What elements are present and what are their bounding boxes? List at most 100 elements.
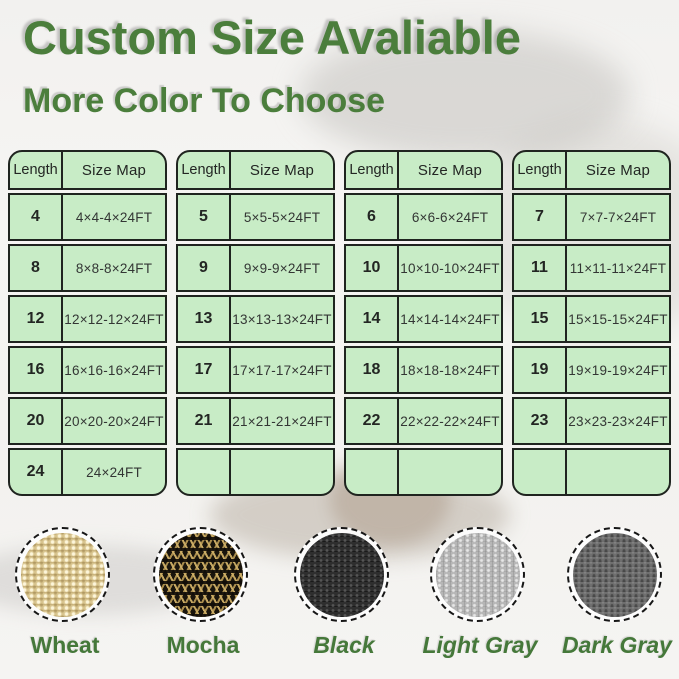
color-swatch-wheat: Wheat [15,527,115,658]
table-row: 10 10×10-10×24FT [344,244,503,292]
size-map-cell: 19×19-19×24FT [568,362,668,378]
table-row: 24 24×24FT [8,448,167,496]
length-cell: 10 [346,246,399,290]
dashed-circle-border [294,527,389,622]
length-cell [346,450,399,494]
color-label: Black [313,632,375,658]
table-row: 16 16×16-16×24FT [8,346,167,394]
size-map-cell: 18×18-18×24FT [400,362,500,378]
color-label: Mocha [166,632,240,658]
size-map-cell: 16×16-16×24FT [64,362,164,378]
mocha-fabric-texture [158,532,243,617]
length-header-cell: Length [10,152,63,188]
length-cell: 19 [514,348,567,392]
table-row: 12 12×12-12×24FT [8,295,167,343]
table-row: 18 18×18-18×24FT [344,346,503,394]
length-cell: 4 [10,195,63,239]
color-swatches-row: Wheat Mocha Black Light Gray Dark Gray [0,527,679,677]
table-row: 23 23×23-23×24FT [512,397,671,445]
color-label: Wheat [30,632,100,658]
length-cell: 18 [346,348,399,392]
table-row: 22 22×22-22×24FT [344,397,503,445]
wheat-fabric-texture [20,532,105,617]
table-row [344,448,503,496]
table-header-row: Length Size Map [8,150,167,190]
size-map-cell: 13×13-13×24FT [232,311,332,327]
color-swatch-light-gray: Light Gray [422,527,538,658]
length-cell: 14 [346,297,399,341]
size-map-cell: 24×24FT [86,464,142,480]
length-cell: 20 [10,399,63,443]
length-cell: 11 [514,246,567,290]
light-gray-fabric-texture [435,532,520,617]
table-row: 6 6×6-6×24FT [344,193,503,241]
table-row: 5 5×5-5×24FT [176,193,335,241]
table-header-row: Length Size Map [344,150,503,190]
size-map-header-cell: Size Map [585,161,651,179]
dashed-circle-border [153,527,248,622]
table-row: 21 21×21-21×24FT [176,397,335,445]
table-row: 8 8×8-8×24FT [8,244,167,292]
page-subtitle: More Color To Choose [23,82,386,120]
size-map-cell: 9×9-9×24FT [243,260,321,276]
size-map-header-cell: Size Map [81,161,147,179]
color-label: Light Gray [422,632,538,658]
size-map-cell: 20×20-20×24FT [64,413,164,429]
size-map-cell [399,450,501,494]
dashed-circle-border [567,527,662,622]
size-table-3: Length Size Map 6 6×6-6×24FT 10 10×10-10×24FT… [344,150,503,496]
color-swatch-black: Black [294,527,394,658]
length-cell: 12 [10,297,63,341]
table-row: 9 9×9-9×24FT [176,244,335,292]
size-table-4: Length Size Map 7 7×7-7×24FT 11 11×11-11×24FT… [512,150,671,496]
table-row [512,448,671,496]
length-cell [514,450,567,494]
black-fabric-texture [299,532,384,617]
table-header-row: Length Size Map [176,150,335,190]
length-cell: 7 [514,195,567,239]
dark-gray-fabric-texture [572,532,657,617]
color-swatch-mocha: Mocha [153,527,253,658]
length-cell: 13 [178,297,231,341]
table-row: 20 20×20-20×24FT [8,397,167,445]
page-title: Custom Size Avaliable [23,11,521,64]
size-tables-row: Length Size Map 4 4×4-4×24FT 8 8×8-8×24FT 12 12… [8,150,671,496]
size-map-cell [567,450,669,494]
length-cell: 6 [346,195,399,239]
dashed-circle-border [15,527,110,622]
size-map-header-cell: Size Map [417,161,483,179]
length-header-cell: Length [514,152,567,188]
table-header-row: Length Size Map [512,150,671,190]
length-header-cell: Length [178,152,231,188]
size-map-cell: 7×7-7×24FT [579,209,657,225]
size-map-cell: 14×14-14×24FT [400,311,500,327]
color-swatch-dark-gray: Dark Gray [562,527,672,658]
size-map-cell: 8×8-8×24FT [75,260,153,276]
size-map-cell: 12×12-12×24FT [64,311,164,327]
length-cell: 22 [346,399,399,443]
size-map-cell: 5×5-5×24FT [243,209,321,225]
size-map-cell: 17×17-17×24FT [232,362,332,378]
length-cell: 23 [514,399,567,443]
size-map-cell: 22×22-22×24FT [400,413,500,429]
table-row: 11 11×11-11×24FT [512,244,671,292]
size-map-cell [231,450,333,494]
length-cell [178,450,231,494]
length-header-cell: Length [346,152,399,188]
size-map-cell: 6×6-6×24FT [411,209,489,225]
size-map-header-cell: Size Map [249,161,315,179]
length-cell: 24 [10,450,63,494]
table-row: 4 4×4-4×24FT [8,193,167,241]
size-map-cell: 23×23-23×24FT [568,413,668,429]
length-cell: 5 [178,195,231,239]
length-cell: 9 [178,246,231,290]
size-map-cell: 15×15-15×24FT [568,311,668,327]
table-row: 15 15×15-15×24FT [512,295,671,343]
table-row: 13 13×13-13×24FT [176,295,335,343]
size-map-cell: 21×21-21×24FT [232,413,332,429]
length-cell: 21 [178,399,231,443]
table-row: 7 7×7-7×24FT [512,193,671,241]
table-row: 17 17×17-17×24FT [176,346,335,394]
table-row [176,448,335,496]
